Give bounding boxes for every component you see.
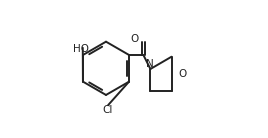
Text: O: O <box>178 69 187 79</box>
Text: N: N <box>146 59 154 69</box>
Text: Cl: Cl <box>103 105 113 115</box>
Text: HO: HO <box>73 44 89 54</box>
Text: O: O <box>131 34 139 44</box>
